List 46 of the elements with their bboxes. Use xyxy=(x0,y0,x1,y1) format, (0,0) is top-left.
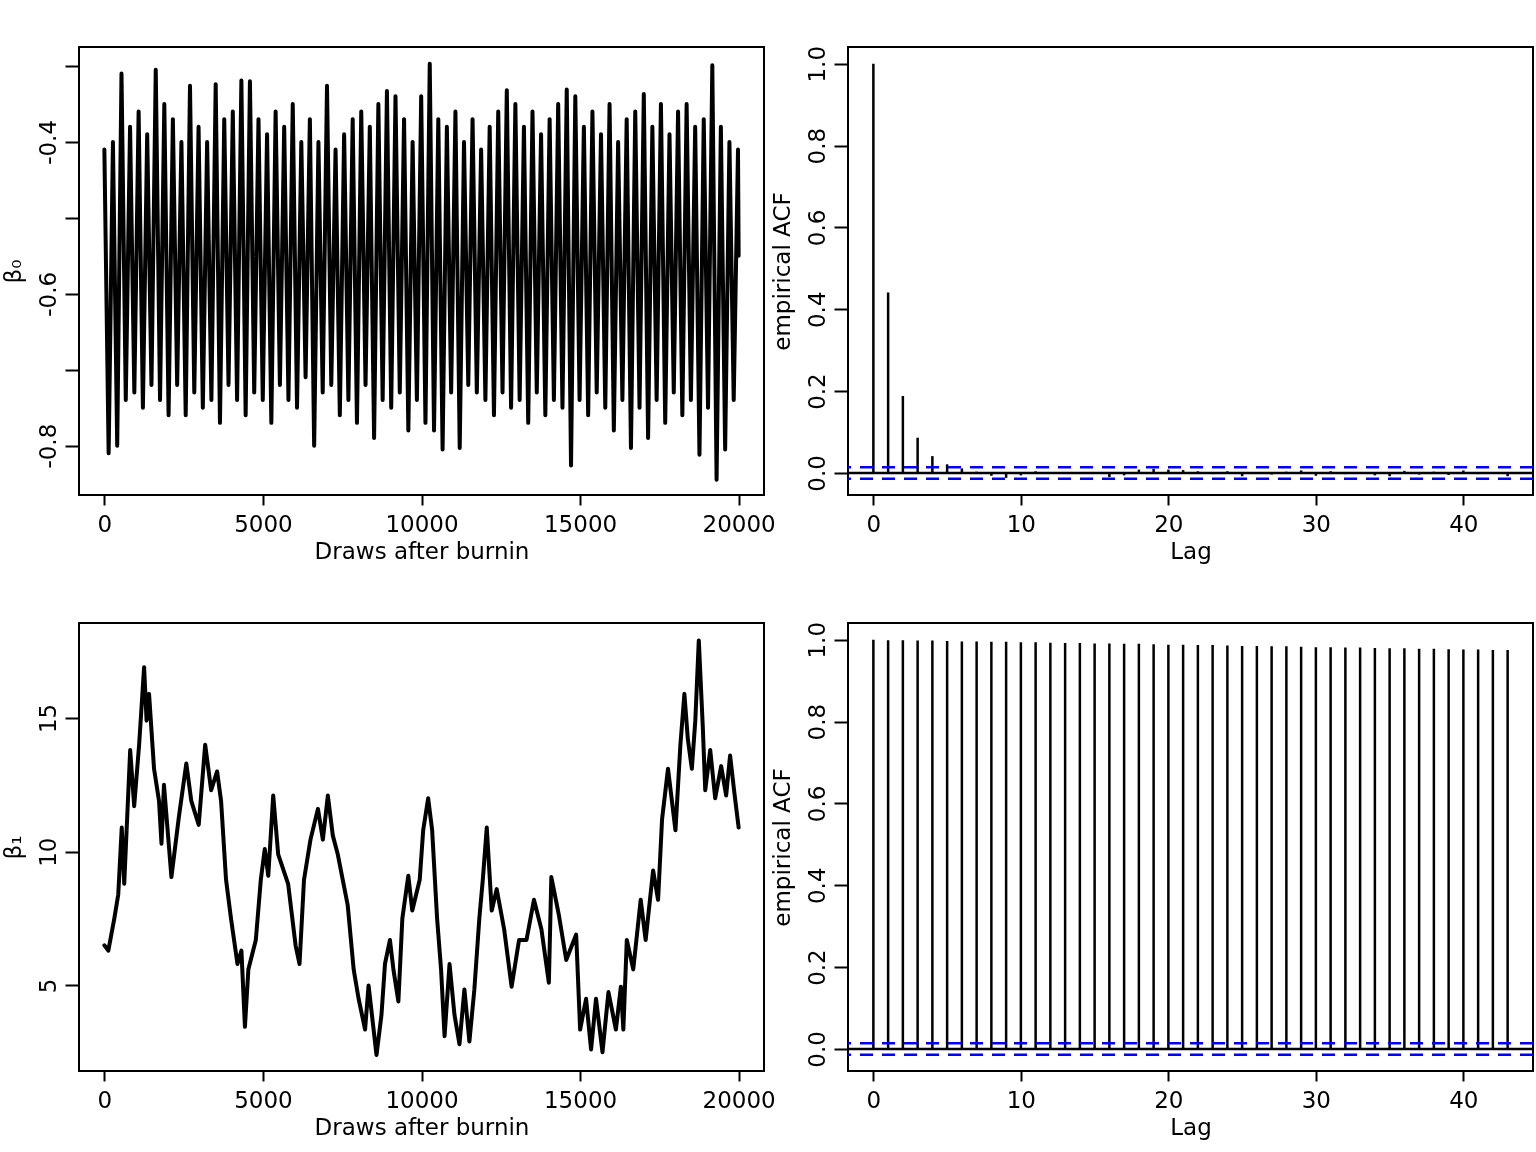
x-tick-label: 10000 xyxy=(385,510,459,537)
y-tick-label: 0.2 xyxy=(803,373,830,410)
x-tick-label: 0 xyxy=(97,510,113,537)
x-axis-title: Lag xyxy=(1170,537,1212,564)
x-tick-label: 30 xyxy=(1301,1086,1332,1113)
y-tick-label: 0.2 xyxy=(803,949,830,986)
x-tick-label: 10 xyxy=(1006,510,1037,537)
y-tick-label: 0.8 xyxy=(803,127,830,165)
y-tick-label: -0.6 xyxy=(34,271,61,317)
x-tick-label: 20000 xyxy=(702,1086,776,1113)
y-tick-label: 15 xyxy=(34,703,61,734)
y-axis-title: β₁ xyxy=(0,835,26,860)
y-tick-label: 0.8 xyxy=(803,703,830,741)
y-tick-label: 1.0 xyxy=(803,621,830,659)
y-tick-label: -0.4 xyxy=(34,119,61,165)
x-tick-label: 15000 xyxy=(543,510,618,537)
x-tick-label: 30 xyxy=(1301,510,1332,537)
y-tick-label: 10 xyxy=(34,837,61,867)
y-axis-title: empirical ACF xyxy=(768,768,795,927)
y-axis-title: empirical ACF xyxy=(768,192,795,351)
x-tick-label: 20 xyxy=(1154,510,1184,537)
y-tick-label: 0.6 xyxy=(803,785,830,823)
y-tick-label: 1.0 xyxy=(803,45,830,83)
x-axis-title: Draws after burnin xyxy=(314,537,530,564)
x-axis-title: Draws after burnin xyxy=(314,1113,530,1140)
y-tick-label: 0.4 xyxy=(803,291,830,329)
x-tick-label: 20 xyxy=(1154,1086,1184,1113)
y-tick-label: 0.4 xyxy=(803,867,830,905)
y-tick-label: -0.8 xyxy=(34,423,61,469)
x-tick-label: 20000 xyxy=(702,510,776,537)
y-tick-label: 0.0 xyxy=(803,455,830,492)
x-tick-label: 0 xyxy=(866,510,882,537)
y-tick-label: 0.6 xyxy=(803,209,830,247)
x-tick-label: 40 xyxy=(1449,510,1479,537)
x-tick-label: 5000 xyxy=(234,1086,293,1113)
x-tick-label: 10000 xyxy=(385,1086,459,1113)
x-tick-label: 40 xyxy=(1449,1086,1479,1113)
x-tick-label: 5000 xyxy=(234,510,293,537)
y-axis-title: β₀ xyxy=(0,259,26,284)
x-tick-label: 15000 xyxy=(543,1086,618,1113)
x-tick-label: 0 xyxy=(97,1086,113,1113)
x-tick-label: 0 xyxy=(866,1086,882,1113)
x-axis-title: Lag xyxy=(1170,1113,1212,1140)
x-tick-label: 10 xyxy=(1006,1086,1037,1113)
y-tick-label: 5 xyxy=(34,978,61,994)
y-tick-label: 0.0 xyxy=(803,1031,830,1068)
